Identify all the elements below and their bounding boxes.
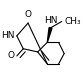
Text: HN: HN (1, 31, 14, 40)
Polygon shape (47, 28, 52, 42)
Text: CH₃: CH₃ (64, 17, 81, 26)
Text: O: O (7, 51, 14, 60)
Text: O: O (25, 10, 32, 19)
Text: HN: HN (44, 16, 57, 25)
